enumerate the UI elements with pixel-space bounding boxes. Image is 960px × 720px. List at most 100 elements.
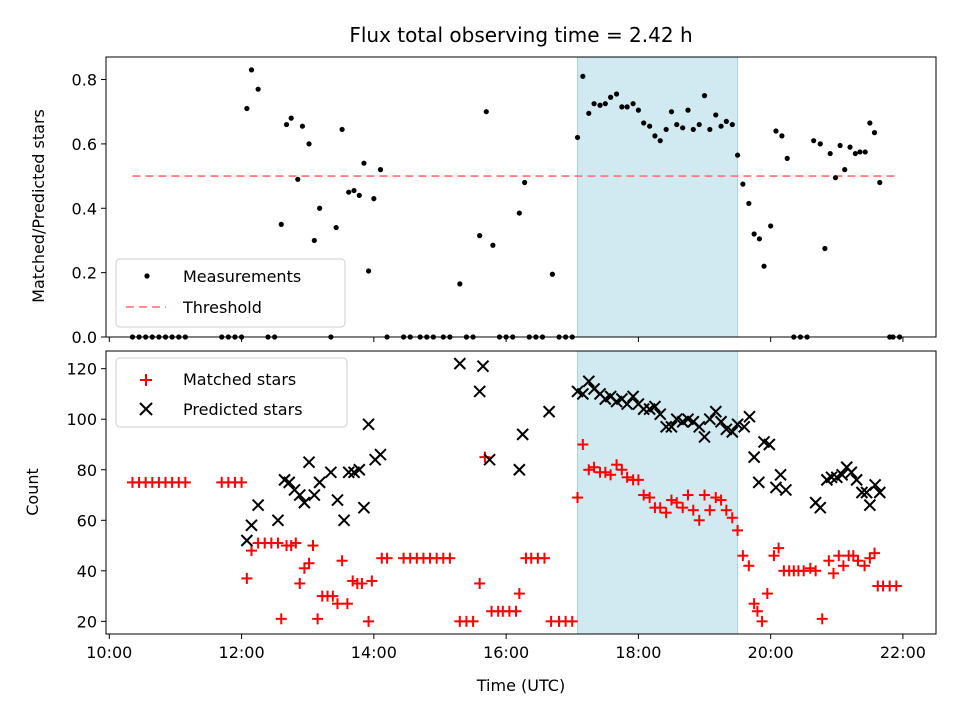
predicted-star-point: [324, 466, 338, 479]
matched-star-point: [743, 560, 755, 572]
matched-star-point: [773, 542, 785, 554]
measurement-point: [339, 126, 345, 133]
measurement-point: [832, 175, 839, 181]
measurement-point: [549, 271, 556, 277]
predicted-star-point: [665, 420, 678, 434]
measurement-point: [591, 101, 597, 107]
measurement-point: [371, 196, 377, 202]
measurement-point: [756, 236, 763, 242]
legend-bottom-box: [115, 357, 348, 428]
measurement-point: [822, 245, 828, 252]
predicted-star-point: [582, 375, 595, 388]
predicted-star-point: [245, 519, 258, 532]
matched-star-point: [599, 466, 611, 478]
measurement-point: [674, 121, 680, 128]
measurement-point: [713, 112, 719, 118]
y-tick-label: 60: [77, 511, 97, 530]
y-tick-label: 0.2: [72, 264, 97, 283]
matched-star-point: [245, 545, 257, 557]
predicted-star-point: [747, 450, 761, 464]
measurement-point: [346, 189, 352, 195]
matched-star-point: [290, 537, 302, 549]
measurement-point: [718, 123, 724, 129]
measurement-point: [635, 107, 641, 113]
matched-star-point: [751, 605, 763, 617]
measurement-point: [857, 149, 863, 155]
matched-star-point: [444, 552, 456, 564]
matched-star-point: [710, 492, 722, 504]
top-axes-frame: [105, 56, 937, 338]
xlabel: Time (UTC): [476, 676, 565, 695]
x-tick-label: 20:00: [748, 643, 794, 662]
predicted-star-point: [313, 476, 326, 489]
measurement-point: [827, 150, 833, 157]
predicted-star-point: [473, 385, 486, 398]
predicted-star-point: [743, 410, 756, 423]
matched-star-point: [341, 598, 353, 610]
measurement-point: [597, 102, 603, 108]
predicted-star-point: [620, 397, 634, 411]
predicted-star-point: [769, 481, 783, 494]
legend-matched-marker: [140, 374, 152, 386]
measurement-point: [862, 149, 868, 155]
predicted-stars-series: [240, 357, 886, 547]
matched-star-point: [479, 451, 491, 463]
predicted-star-point: [302, 455, 316, 469]
measurement-point: [624, 104, 630, 110]
predicted-star-point: [738, 420, 751, 434]
predicted-star-point: [845, 466, 858, 479]
matched-star-point: [356, 577, 368, 589]
top-ylabel: Matched/Predicted stars: [29, 109, 48, 303]
y-tick-label: 20: [77, 612, 97, 631]
matched-star-point: [644, 492, 656, 504]
predicted-star-point: [731, 418, 744, 431]
matched-star-point: [890, 580, 902, 592]
matched-star-point: [704, 504, 716, 516]
predicted-star-point: [698, 430, 711, 444]
matched-star-point: [726, 512, 738, 524]
predicted-star-point: [654, 407, 667, 421]
matched-star-point: [307, 540, 319, 552]
measurement-point: [306, 141, 312, 147]
matched-star-point: [577, 438, 589, 450]
predicted-star-point: [752, 476, 765, 489]
measurement-point: [630, 101, 636, 107]
measurement-point: [586, 110, 592, 116]
measurement-point: [768, 223, 774, 229]
measurement-point: [477, 233, 483, 239]
measurement-point: [613, 91, 620, 97]
matched-star-point: [632, 474, 644, 486]
bottom-axis-ticks: 20 40 60 80 100 120 10:00 12:00 14:00 16:00 18:00 2…: [66, 360, 926, 662]
measurement-point: [580, 73, 586, 79]
bottom-axes-frame: [105, 350, 937, 635]
panel-counts: 20 40 60 80 100 120 10:00 12:00 14:00 16:00 18:00 2…: [23, 350, 937, 662]
predicted-star-point: [282, 476, 296, 489]
legend-measurements-marker: [144, 273, 150, 279]
matched-star-point: [699, 489, 711, 501]
y-tick-label: 100: [66, 410, 97, 429]
matched-star-point: [638, 489, 650, 501]
measurement-point: [751, 231, 757, 237]
predicted-star-point: [868, 478, 882, 492]
predicted-star-point: [293, 488, 306, 502]
matched-star-point: [583, 464, 595, 476]
matched-star-point: [179, 476, 191, 488]
measurement-point: [696, 121, 702, 128]
measurement-point: [361, 160, 367, 166]
measurement-point: [652, 133, 658, 139]
y-tick-label: 0.6: [72, 135, 97, 154]
measurement-point: [377, 167, 384, 173]
matched-star-point: [241, 572, 253, 584]
measurement-point: [690, 126, 696, 133]
predicted-star-point: [453, 357, 467, 370]
measurement-point: [746, 200, 752, 207]
predicted-star-point: [693, 420, 706, 434]
predicted-star-point: [779, 483, 793, 497]
matched-star-point: [748, 598, 760, 610]
predicted-star-point: [342, 466, 355, 479]
measurement-point: [867, 120, 873, 126]
matched-star-point: [737, 550, 749, 562]
measurement-point: [351, 187, 357, 194]
measurement-point: [842, 167, 848, 173]
matched-star-point: [671, 497, 683, 509]
